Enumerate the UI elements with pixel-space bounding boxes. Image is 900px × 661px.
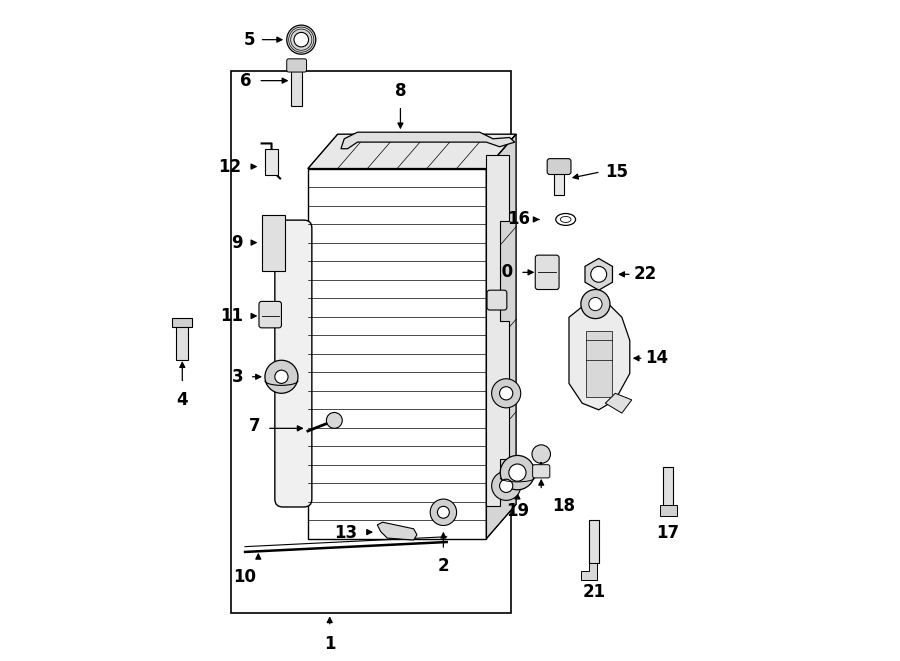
Circle shape [491, 379, 521, 408]
Ellipse shape [556, 214, 576, 225]
Polygon shape [377, 522, 417, 540]
Polygon shape [341, 132, 515, 149]
FancyBboxPatch shape [536, 255, 559, 290]
Bar [586, 330, 612, 397]
Polygon shape [580, 563, 598, 580]
Text: 14: 14 [645, 349, 669, 368]
Circle shape [589, 297, 602, 311]
Bar [660, 505, 677, 516]
Circle shape [491, 471, 521, 500]
Circle shape [265, 360, 298, 393]
Circle shape [500, 479, 513, 492]
Text: 12: 12 [219, 157, 242, 176]
Text: 13: 13 [334, 524, 357, 543]
Circle shape [430, 499, 456, 525]
Bar [308, 169, 486, 539]
Circle shape [500, 387, 513, 400]
Circle shape [580, 290, 610, 319]
Text: 10: 10 [234, 568, 256, 586]
Text: 21: 21 [582, 583, 606, 601]
Circle shape [590, 266, 607, 282]
FancyBboxPatch shape [259, 301, 282, 328]
FancyBboxPatch shape [547, 159, 571, 175]
Bar [230, 71, 511, 613]
Circle shape [327, 412, 342, 428]
Bar [554, 170, 564, 195]
Circle shape [287, 25, 316, 54]
FancyBboxPatch shape [287, 59, 307, 72]
Polygon shape [308, 134, 516, 169]
FancyBboxPatch shape [533, 465, 550, 478]
Text: 2: 2 [437, 557, 449, 574]
Circle shape [274, 370, 288, 383]
Text: 3: 3 [231, 368, 243, 386]
FancyBboxPatch shape [487, 290, 507, 310]
Text: 8: 8 [395, 83, 406, 100]
Bar [589, 520, 599, 563]
Text: 17: 17 [657, 524, 680, 541]
Polygon shape [486, 155, 509, 506]
Bar [265, 149, 278, 175]
Text: 20: 20 [491, 263, 514, 282]
Circle shape [294, 32, 309, 47]
Text: 22: 22 [634, 265, 657, 284]
Bar [173, 318, 193, 327]
Text: 11: 11 [220, 307, 243, 325]
Text: 9: 9 [231, 233, 243, 252]
FancyBboxPatch shape [274, 220, 312, 507]
Bar [304, 228, 308, 499]
Bar [292, 69, 302, 106]
Bar [262, 215, 284, 271]
Text: 5: 5 [244, 30, 255, 49]
Bar [662, 467, 673, 506]
Circle shape [500, 455, 535, 490]
Text: 1: 1 [324, 635, 336, 652]
Circle shape [508, 464, 526, 481]
Text: 15: 15 [606, 163, 628, 181]
Polygon shape [606, 393, 632, 413]
Polygon shape [585, 258, 613, 290]
Ellipse shape [561, 216, 571, 222]
Text: 19: 19 [506, 502, 529, 520]
Polygon shape [569, 304, 630, 410]
Text: 4: 4 [176, 391, 188, 409]
Text: 16: 16 [508, 210, 531, 229]
Text: 6: 6 [240, 71, 252, 90]
Text: 7: 7 [248, 417, 260, 436]
Circle shape [437, 506, 449, 518]
Text: 18: 18 [553, 497, 575, 515]
Polygon shape [486, 134, 516, 539]
Bar [176, 324, 188, 360]
Circle shape [532, 445, 551, 463]
